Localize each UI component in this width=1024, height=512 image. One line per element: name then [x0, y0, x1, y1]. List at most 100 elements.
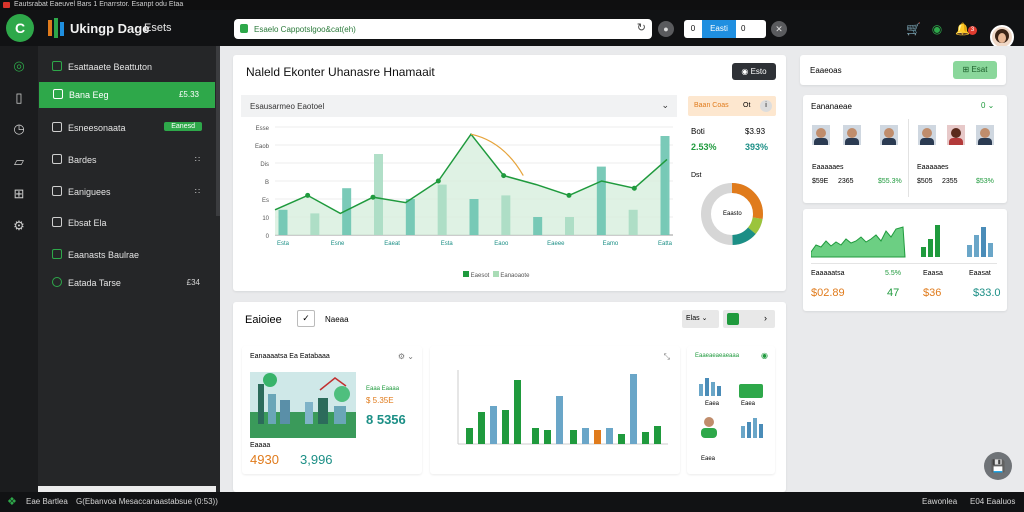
history-icon[interactable]: ◷ [13, 121, 25, 136]
stat-value: $59E [812, 178, 829, 185]
person-thumbnail[interactable] [976, 125, 994, 145]
mini-label: Eaea [705, 401, 720, 407]
user-avatar[interactable] [990, 25, 1014, 49]
item-icon [53, 89, 63, 99]
grid-view-icon[interactable] [727, 313, 739, 325]
mini-value: 47 [887, 287, 900, 299]
main-chart: Esse Eaob Dis B Es 10 0 Esta Esne Eaeat Esta Eaoo Ea… [255, 126, 673, 247]
sidebar-item-label: Ebsat Ela [68, 218, 107, 228]
chevron-right-icon[interactable]: › [764, 313, 767, 323]
donut-label: Dst [691, 172, 702, 179]
sidebar-item-3[interactable]: Bardes ∷ [38, 147, 216, 173]
sidebar-item-4[interactable]: Eaniguees ∷ [38, 179, 216, 205]
kpi-value: $3.93 [745, 127, 766, 136]
highlight-segment [470, 133, 524, 176]
line-point [370, 194, 376, 200]
right-header-card: Eaaeoas ⊞ Esat [800, 55, 1006, 85]
save-fab[interactable]: 💾 [984, 452, 1012, 480]
sidebar-item-7[interactable]: Eatada Tarse £34 [38, 270, 216, 296]
app-logo[interactable]: C [6, 14, 34, 42]
item-icon [52, 61, 62, 71]
filter-select[interactable]: Elas ⌄ [682, 310, 719, 328]
chart-subheader[interactable]: Esausarmeo Eaotoel ⌄ [241, 95, 677, 117]
right-card-button[interactable]: ⊞ Esat [953, 61, 997, 79]
card-chevron-icon[interactable]: ⚙ ⌄ [397, 352, 414, 361]
status-right-2: E04 Eaaluos [970, 497, 1016, 506]
sidebar-item-0[interactable]: Esattaaete Beattuton [38, 54, 216, 80]
view-toggle[interactable]: 0 Easti 0 [684, 20, 766, 38]
person-thumbnail[interactable] [880, 125, 898, 145]
record-icon[interactable]: ● [658, 21, 674, 37]
sidebar-item-label: Bana Eeg [69, 90, 109, 100]
mini-bar-icon [699, 378, 721, 396]
right-card-title: Eaaeoas [810, 66, 842, 75]
window-title: Eautsrabat Eaeuvel Bars 1 Enarrstor. Esa… [14, 1, 184, 8]
sidebar-item-1[interactable]: Bana Eeg £5.33 [39, 82, 215, 108]
chart-bar [310, 213, 320, 235]
sidebar-scrollbar[interactable] [216, 46, 220, 216]
filter-actions[interactable]: › [723, 310, 775, 328]
sidebar-item-2[interactable]: Esneesonaata Eanesd [38, 115, 216, 141]
chat-icon[interactable]: ◉ [931, 22, 943, 36]
card-line: Eaaa Eaaaa [366, 386, 400, 392]
info-icon[interactable]: i [760, 100, 772, 112]
right-card-button-label: Esat [971, 65, 988, 74]
main-content: Naleld Ekonter Uhanasre Hnamaait ◉ Esto … [220, 46, 1024, 492]
people-card-chevron-icon[interactable]: 0 ⌄ [981, 101, 995, 110]
x-tick-label: Esta [277, 241, 290, 247]
reload-icon[interactable]: ↻ [636, 22, 646, 34]
section-tab[interactable]: Naeaa [325, 315, 349, 324]
sidebar-item-label: Eatada Tarse [68, 278, 121, 288]
chevron-down-icon[interactable]: ⌄ [661, 100, 669, 110]
section-checkbox[interactable]: ✓ [297, 310, 315, 327]
person-icon [701, 417, 717, 438]
url-input[interactable] [254, 22, 624, 36]
stat-label: Eaaaaaes [917, 164, 949, 171]
bottom-card-3: Eaaeaeaeaeaaa ◉ Eaea Eaea Eaea [687, 346, 775, 474]
item-icon [52, 277, 62, 287]
cart-icon[interactable]: 🛒 [906, 22, 921, 36]
sidebar-item-label: Eaniguees [68, 187, 111, 197]
panel-icon[interactable]: ▯ [15, 90, 23, 105]
page-title: Naleld Ekonter Uhanasre Hnamaait [246, 65, 435, 79]
chart-bar [501, 195, 511, 235]
line-area [275, 134, 667, 235]
expand-icon[interactable]: ⤡ [663, 352, 670, 361]
kpi-percent: 2.53% [691, 142, 717, 152]
notification-badge: 3 [968, 26, 977, 35]
stat-value: $505 [917, 178, 933, 185]
home-icon[interactable]: ◎ [13, 58, 25, 73]
card-label: Eaaaa [250, 442, 271, 449]
line-point [631, 185, 637, 191]
view-icon: ◉ [741, 67, 751, 76]
mini-value: $02.89 [811, 287, 845, 299]
sidebar-item-label: Eaanasts Baulrae [68, 250, 140, 260]
person-thumbnail[interactable] [843, 125, 861, 145]
seg-left[interactable]: 0 [690, 24, 696, 33]
chart-legend: Eaesot Eanaoaote [463, 271, 529, 279]
address-bar[interactable]: ↻ [234, 19, 652, 39]
close-icon[interactable]: ✕ [771, 21, 787, 37]
sidebar-item-label: Esattaaete Beattuton [68, 62, 153, 72]
app-status-icon: ❖ [7, 496, 17, 508]
person-thumbnail[interactable] [812, 125, 830, 145]
person-thumbnail[interactable] [918, 125, 936, 145]
seg-middle[interactable]: Easti [702, 20, 736, 38]
grid-icon[interactable]: ⊞ [13, 186, 25, 201]
y-tick-label: Dis [260, 162, 269, 168]
document-icon[interactable]: ▱ [14, 154, 24, 169]
bottom-card-1: Eanaaaatsa Ea Eatabaaa ⚙ ⌄ Eaaa Eaaaa $ … [242, 346, 422, 474]
status-bar: ❖ Eae Bartlea G(Ebanvoa Mesaccanaastabsu… [0, 492, 1024, 512]
kpi-tag[interactable]: Baan Coas Ot i [688, 96, 776, 116]
brand-secondary[interactable]: Esets [144, 22, 172, 34]
person-thumbnail[interactable] [947, 125, 965, 145]
app-icon [3, 2, 10, 8]
sidebar-item-5[interactable]: Ebsat Ela [38, 210, 216, 236]
title-action-button[interactable]: ◉ Esto [732, 63, 776, 80]
bell-icon[interactable]: 🔔 [955, 22, 970, 36]
item-icon [52, 186, 62, 196]
seg-right[interactable]: 0 [741, 24, 746, 33]
sidebar-item-6[interactable]: Eaanasts Baulrae [38, 242, 216, 268]
mini-label: Eaasat [969, 270, 991, 277]
settings-icon[interactable]: ⚙ [13, 218, 25, 233]
